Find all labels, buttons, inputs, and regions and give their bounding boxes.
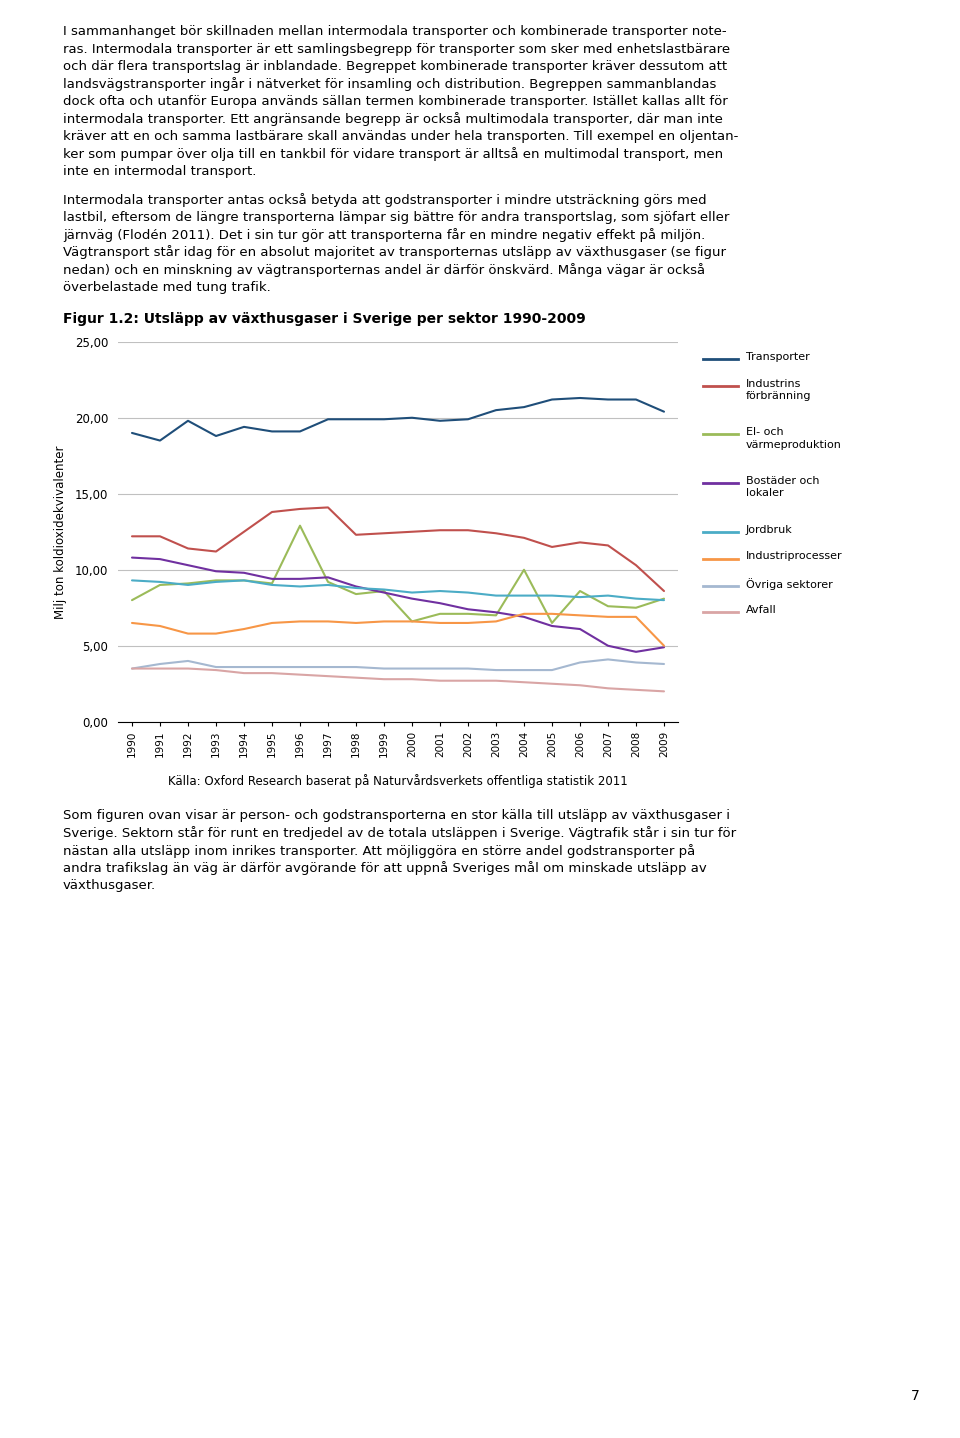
Text: 7: 7 <box>911 1389 920 1403</box>
Text: dock ofta och utanför Europa används sällan termen kombinerade transporter. Istä: dock ofta och utanför Europa används säl… <box>63 95 728 108</box>
Text: ras. Intermodala transporter är ett samlingsbegrepp för transporter som sker med: ras. Intermodala transporter är ett saml… <box>63 43 731 56</box>
Text: överbelastade med tung trafik.: överbelastade med tung trafik. <box>63 280 271 293</box>
Text: Övriga sektorer: Övriga sektorer <box>746 578 832 590</box>
Text: lastbil, eftersom de längre transporterna lämpar sig bättre för andra transports: lastbil, eftersom de längre transportern… <box>63 210 730 223</box>
Text: andra trafikslag än väg är därför avgörande för att uppnå Sveriges mål om minska: andra trafikslag än väg är därför avgöra… <box>63 861 707 876</box>
Text: Avfall: Avfall <box>746 605 777 615</box>
Text: Sverige. Sektorn står för runt en tredjedel av de totala utsläppen i Sverige. Vä: Sverige. Sektorn står för runt en tredje… <box>63 827 736 840</box>
Y-axis label: Milj ton koldioxidekvivalenter: Milj ton koldioxidekvivalenter <box>54 444 66 618</box>
Text: järnväg (Flodén 2011). Det i sin tur gör att transporterna får en mindre negativ: järnväg (Flodén 2011). Det i sin tur gör… <box>63 229 706 242</box>
Text: och där flera transportslag är inblandade. Begreppet kombinerade transporter krä: och där flera transportslag är inblandad… <box>63 60 727 73</box>
Text: landsvägstransporter ingår i nätverket för insamling och distribution. Begreppen: landsvägstransporter ingår i nätverket f… <box>63 78 716 92</box>
Text: Som figuren ovan visar är person- och godstransporterna en stor källa till utslä: Som figuren ovan visar är person- och go… <box>63 808 730 821</box>
Text: nedan) och en minskning av vägtransporternas andel är därför önskvärd. Många väg: nedan) och en minskning av vägtransporte… <box>63 263 706 278</box>
Text: Figur 1.2: Utsläpp av växthusgaser i Sverige per sektor 1990-2009: Figur 1.2: Utsläpp av växthusgaser i Sve… <box>63 312 586 326</box>
Text: Bostäder och
lokaler: Bostäder och lokaler <box>746 476 820 499</box>
Text: El- och
värmeproduktion: El- och värmeproduktion <box>746 427 842 450</box>
Text: ker som pumpar över olja till en tankbil för vidare transport är alltså en multi: ker som pumpar över olja till en tankbil… <box>63 148 723 161</box>
Text: Jordbruk: Jordbruk <box>746 525 793 535</box>
Text: Vägtransport står idag för en absolut majoritet av transporternas utsläpp av väx: Vägtransport står idag för en absolut ma… <box>63 246 726 259</box>
Text: kräver att en och samma lastbärare skall användas under hela transporten. Till e: kräver att en och samma lastbärare skall… <box>63 129 738 142</box>
Text: Källa: Oxford Research baserat på Naturvårdsverkets offentliga statistik 2011: Källa: Oxford Research baserat på Naturv… <box>168 774 628 788</box>
Text: Intermodala transporter antas också betyda att godstransporter i mindre utsträck: Intermodala transporter antas också bety… <box>63 193 707 207</box>
Text: I sammanhanget bör skillnaden mellan intermodala transporter och kombinerade tra: I sammanhanget bör skillnaden mellan int… <box>63 24 727 37</box>
Text: Industriprocesser: Industriprocesser <box>746 551 843 561</box>
Text: växthusgaser.: växthusgaser. <box>63 879 156 892</box>
Text: nästan alla utsläpp inom inrikes transporter. Att möjliggöra en större andel god: nästan alla utsläpp inom inrikes transpo… <box>63 844 695 857</box>
Text: intermodala transporter. Ett angränsande begrepp är också multimodala transporte: intermodala transporter. Ett angränsande… <box>63 112 723 127</box>
Text: Transporter: Transporter <box>746 352 809 362</box>
Text: Industrins
förbränning: Industrins förbränning <box>746 378 811 401</box>
Text: inte en intermodal transport.: inte en intermodal transport. <box>63 165 256 178</box>
